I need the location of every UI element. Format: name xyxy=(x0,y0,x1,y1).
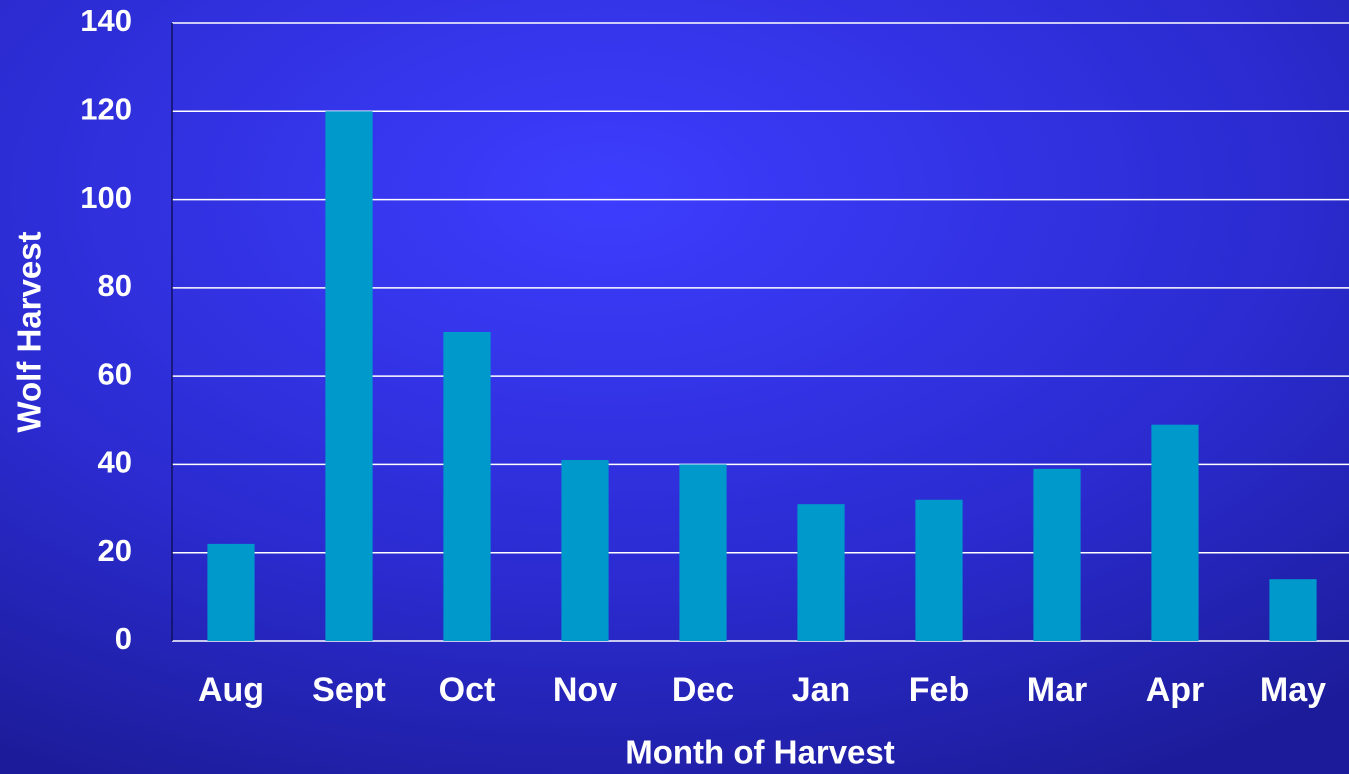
x-tick-label: Oct xyxy=(439,671,496,709)
y-tick-label: 20 xyxy=(98,533,132,568)
x-tick-label: Apr xyxy=(1146,671,1205,709)
x-tick-label: May xyxy=(1260,671,1326,709)
bar xyxy=(207,543,255,641)
y-tick-label: 100 xyxy=(80,180,132,215)
x-tick-label: Dec xyxy=(672,671,734,709)
y-tick-label: 120 xyxy=(80,91,132,126)
bar xyxy=(1151,424,1199,641)
x-tick-label: Jan xyxy=(792,671,851,709)
y-tick-label: 80 xyxy=(98,268,132,303)
y-tick-label: 0 xyxy=(115,621,132,656)
x-axis-title: Month of Harvest xyxy=(625,734,895,771)
bar xyxy=(325,111,373,642)
x-tick-label: Feb xyxy=(909,671,969,709)
x-tick-label: Mar xyxy=(1027,671,1087,709)
bar xyxy=(679,464,727,641)
bar xyxy=(1269,579,1317,641)
x-tick-label: Aug xyxy=(198,671,264,709)
y-tick-label: 140 xyxy=(80,3,132,38)
x-tick-label: Sept xyxy=(312,671,386,709)
bar xyxy=(915,499,963,641)
bar xyxy=(797,504,845,641)
bar xyxy=(561,460,609,641)
bar xyxy=(443,332,491,641)
y-tick-label: 60 xyxy=(98,356,132,391)
y-tick-label: 40 xyxy=(98,445,132,480)
y-axis-title: Wolf Harvest xyxy=(11,231,48,432)
x-tick-label: Nov xyxy=(553,671,617,709)
bar xyxy=(1033,468,1081,641)
